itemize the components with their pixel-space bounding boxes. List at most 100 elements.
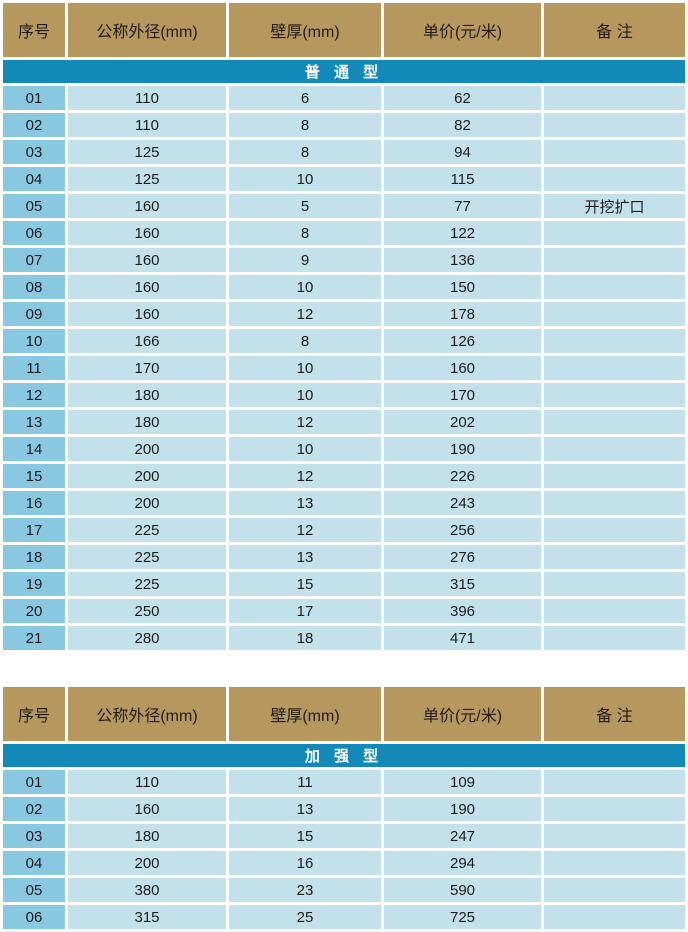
header-row: 序号 公称外径(mm) 壁厚(mm) 单价(元/米) 备 注 — [3, 687, 685, 741]
diameter-cell: 160 — [68, 221, 226, 245]
row-index-cell: 06 — [3, 905, 65, 929]
table-row: 16 200 13 243 — [3, 491, 685, 515]
wall-thickness-cell: 8 — [229, 140, 381, 164]
diameter-cell: 225 — [68, 518, 226, 542]
diameter-cell: 166 — [68, 329, 226, 353]
table-row: 20 250 17 396 — [3, 599, 685, 623]
table-row: 04 125 10 115 — [3, 167, 685, 191]
diameter-cell: 110 — [68, 86, 226, 110]
wall-thickness-cell: 10 — [229, 356, 381, 380]
table-row: 05 160 5 77 开挖扩口 — [3, 194, 685, 218]
price-cell: 122 — [384, 221, 541, 245]
diameter-cell: 200 — [68, 851, 226, 875]
price-cell: 178 — [384, 302, 541, 326]
diameter-cell: 160 — [68, 275, 226, 299]
column-header-remark: 备 注 — [544, 687, 685, 741]
remark-cell — [544, 86, 685, 110]
row-index-cell: 01 — [3, 770, 65, 794]
table-row: 17 225 12 256 — [3, 518, 685, 542]
remark-cell — [544, 797, 685, 821]
remark-cell — [544, 851, 685, 875]
wall-thickness-cell: 13 — [229, 545, 381, 569]
row-index-cell: 14 — [3, 437, 65, 461]
row-index-cell: 04 — [3, 851, 65, 875]
remark-cell — [544, 356, 685, 380]
row-index-cell: 11 — [3, 356, 65, 380]
table-row: 06 315 25 725 — [3, 905, 685, 929]
row-index-cell: 08 — [3, 275, 65, 299]
column-header-index: 序号 — [3, 687, 65, 741]
remark-cell — [544, 824, 685, 848]
column-header-diameter: 公称外径(mm) — [68, 3, 226, 57]
remark-cell — [544, 518, 685, 542]
diameter-cell: 200 — [68, 437, 226, 461]
remark-cell — [544, 275, 685, 299]
wall-thickness-cell: 10 — [229, 437, 381, 461]
table-body-reinforced: 01 110 11 109 02 160 13 190 03 180 15 247 04 200 16 294… — [3, 770, 685, 929]
price-table-ordinary: 序号 公称外径(mm) 壁厚(mm) 单价(元/米) 备 注 普 通 型 01 1… — [3, 3, 685, 650]
remark-cell — [544, 464, 685, 488]
wall-thickness-cell: 25 — [229, 905, 381, 929]
price-cell: 82 — [384, 113, 541, 137]
row-index-cell: 04 — [3, 167, 65, 191]
table-row: 08 160 10 150 — [3, 275, 685, 299]
wall-thickness-cell: 13 — [229, 491, 381, 515]
table-row: 07 160 9 136 — [3, 248, 685, 272]
wall-thickness-cell: 12 — [229, 302, 381, 326]
diameter-cell: 200 — [68, 464, 226, 488]
price-cell: 62 — [384, 86, 541, 110]
wall-thickness-cell: 12 — [229, 518, 381, 542]
wall-thickness-cell: 17 — [229, 599, 381, 623]
column-header-wall: 壁厚(mm) — [229, 687, 381, 741]
wall-thickness-cell: 23 — [229, 878, 381, 902]
remark-cell — [544, 572, 685, 596]
row-index-cell: 20 — [3, 599, 65, 623]
price-cell: 190 — [384, 797, 541, 821]
price-cell: 471 — [384, 626, 541, 650]
row-index-cell: 12 — [3, 383, 65, 407]
price-cell: 136 — [384, 248, 541, 272]
price-cell: 294 — [384, 851, 541, 875]
row-index-cell: 19 — [3, 572, 65, 596]
wall-thickness-cell: 8 — [229, 221, 381, 245]
section-row-reinforced: 加 强 型 — [3, 744, 685, 767]
remark-cell — [544, 167, 685, 191]
column-header-price: 单价(元/米) — [384, 3, 541, 57]
price-cell: 150 — [384, 275, 541, 299]
price-cell: 160 — [384, 356, 541, 380]
row-index-cell: 06 — [3, 221, 65, 245]
remark-cell — [544, 437, 685, 461]
wall-thickness-cell: 9 — [229, 248, 381, 272]
wall-thickness-cell: 5 — [229, 194, 381, 218]
row-index-cell: 02 — [3, 797, 65, 821]
diameter-cell: 180 — [68, 383, 226, 407]
remark-cell — [544, 491, 685, 515]
wall-thickness-cell: 15 — [229, 572, 381, 596]
price-cell: 276 — [384, 545, 541, 569]
table-row: 09 160 12 178 — [3, 302, 685, 326]
price-cell: 243 — [384, 491, 541, 515]
column-header-index: 序号 — [3, 3, 65, 57]
remark-cell — [544, 248, 685, 272]
section-row-ordinary: 普 通 型 — [3, 60, 685, 83]
header-row: 序号 公称外径(mm) 壁厚(mm) 单价(元/米) 备 注 — [3, 3, 685, 57]
wall-thickness-cell: 10 — [229, 275, 381, 299]
diameter-cell: 170 — [68, 356, 226, 380]
table-row: 11 170 10 160 — [3, 356, 685, 380]
diameter-cell: 180 — [68, 410, 226, 434]
diameter-cell: 180 — [68, 824, 226, 848]
table-row: 06 160 8 122 — [3, 221, 685, 245]
remark-cell: 开挖扩口 — [544, 194, 685, 218]
diameter-cell: 225 — [68, 572, 226, 596]
diameter-cell: 160 — [68, 194, 226, 218]
remark-cell — [544, 329, 685, 353]
table-row: 02 110 8 82 — [3, 113, 685, 137]
diameter-cell: 280 — [68, 626, 226, 650]
price-cell: 94 — [384, 140, 541, 164]
tables-gap — [0, 653, 688, 684]
wall-thickness-cell: 16 — [229, 851, 381, 875]
price-cell: 170 — [384, 383, 541, 407]
wall-thickness-cell: 10 — [229, 383, 381, 407]
remark-cell — [544, 410, 685, 434]
diameter-cell: 110 — [68, 113, 226, 137]
